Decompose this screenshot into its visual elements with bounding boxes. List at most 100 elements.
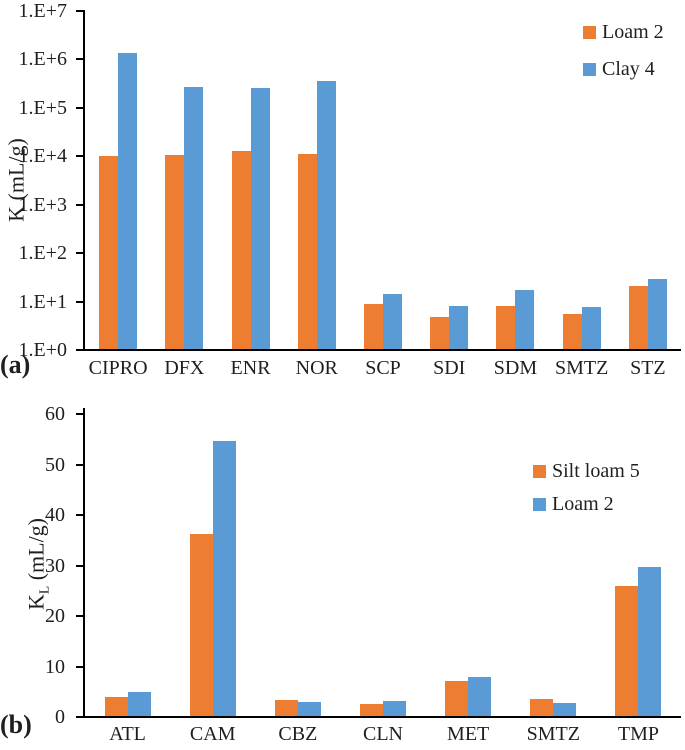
y-tick-label-a: 1.E+6 (18, 48, 68, 71)
y-tick-label-b: 20 (45, 605, 65, 627)
panel-label-b: (b) (0, 710, 32, 739)
bar-clay-4-cipro (118, 52, 138, 349)
x-category-label-cam: CAM (189, 723, 236, 745)
bar-loam-2-scp (364, 303, 383, 349)
y-tick-mark-a (76, 252, 83, 255)
y-tick-mark-b (76, 665, 83, 668)
bar-silt-loam-5-cbz (274, 700, 298, 716)
panel-label-a: (a) (0, 350, 31, 379)
legend-swatch-loam-2 (533, 497, 546, 511)
bar-loam-2-nor (297, 154, 317, 349)
legend-swatch-loam-2 (583, 25, 596, 39)
bar-loam-2-met (468, 676, 492, 716)
bar-clay-4-enr (250, 87, 270, 349)
x-category-label-met: MET (447, 723, 490, 745)
y-tick-label-a: 1.E+3 (18, 193, 68, 216)
legend-item-loam-2: Loam 2 (533, 494, 614, 514)
y-tick-mark-a (76, 106, 83, 109)
y-tick-label-b: 60 (45, 403, 65, 425)
legend-swatch-silt-loam-5 (533, 464, 546, 478)
bar-clay-4-sdi (449, 305, 469, 349)
bar-clay-4-sdm (515, 290, 535, 349)
bar-loam-2-sdi (430, 316, 450, 349)
x-category-label-stz: STZ (630, 357, 666, 379)
y-tick-label-b: 30 (45, 554, 65, 577)
legend-swatch-clay-4 (583, 62, 596, 76)
x-category-label-enr: ENR (230, 357, 271, 379)
x-category-label-atl: ATL (109, 723, 146, 745)
x-category-label-nor: NOR (295, 357, 338, 379)
bar-loam-2-dfx (165, 155, 185, 349)
bar-loam-2-cbz (297, 702, 321, 716)
bar-silt-loam-5-cln (360, 703, 383, 716)
x-category-label-cbz: CBZ (278, 723, 318, 745)
x-category-label-scp: SCP (365, 357, 401, 379)
y-tick-label-a: 1.E+2 (18, 242, 68, 265)
bar-loam-2-smtz (553, 702, 577, 716)
bar-silt-loam-5-cam (189, 534, 213, 716)
y-tick-mark-a (76, 349, 83, 351)
legend-label-loam-2: Loam 2 (552, 493, 614, 515)
bar-silt-loam-5-met (445, 680, 469, 716)
bar-silt-loam-5-tmp (615, 586, 639, 716)
y-tick-mark-b (76, 564, 83, 567)
legend-label-clay-4: Clay 4 (602, 58, 655, 80)
x-axis-line-a (83, 349, 681, 351)
y-tick-mark-a (76, 58, 83, 61)
bar-clay-4-dfx (184, 86, 204, 349)
legend-item-silt-loam-5: Silt loam 5 (533, 461, 640, 481)
y-axis-line-b (83, 408, 85, 718)
bar-silt-loam-5-smtz (530, 698, 554, 716)
y-axis-line-a (83, 10, 85, 351)
y-tick-label-a: 1.E+1 (18, 290, 68, 313)
bar-loam-2-cln (383, 700, 406, 716)
y-tick-label-a: 1.E+4 (18, 145, 68, 168)
y-tick-mark-a (76, 155, 83, 158)
bar-clay-4-scp (383, 294, 402, 349)
y-tick-label-b: 50 (45, 453, 65, 476)
y-tick-mark-a (76, 10, 83, 12)
y-tick-mark-b (76, 413, 83, 415)
bar-loam-2-stz (628, 285, 648, 349)
x-category-label-dfx: DFX (164, 357, 205, 379)
y-tick-label-b: 40 (45, 504, 65, 526)
x-category-label-cipro: CIPRO (88, 357, 148, 379)
legend-label-loam-2: Loam 2 (602, 21, 664, 43)
x-category-label-sdm: SDM (493, 357, 538, 379)
legend-item-loam-2: Loam 2 (583, 22, 664, 42)
bar-clay-4-nor (316, 81, 336, 349)
x-category-label-tmp: TMP (617, 723, 659, 745)
x-category-label-sdi: SDI (433, 357, 466, 379)
y-tick-mark-b (76, 514, 83, 516)
y-axis-label-b-sub: L (36, 585, 52, 595)
bar-silt-loam-5-atl (104, 696, 128, 716)
y-tick-label-a: 1.E+0 (18, 339, 68, 361)
bar-loam-2-atl (127, 691, 151, 716)
y-tick-mark-a (76, 300, 83, 303)
bar-clay-4-stz (647, 278, 667, 349)
bar-loam-2-cipro (99, 156, 119, 349)
legend-item-clay-4: Clay 4 (583, 59, 655, 79)
y-tick-mark-b (76, 463, 83, 466)
x-category-label-cln: CLN (363, 723, 403, 745)
y-tick-mark-b (76, 615, 83, 617)
bar-clay-4-smtz (581, 306, 601, 349)
bar-loam-2-smtz (562, 313, 582, 349)
y-tick-label-a: 1.E+7 (18, 0, 68, 22)
y-tick-mark-b (76, 716, 83, 718)
x-category-label-smtz: SMTZ (554, 357, 609, 379)
y-tick-label-b: 10 (45, 655, 65, 678)
x-axis-line-b (83, 716, 681, 718)
bar-loam-2-sdm (496, 305, 516, 349)
y-tick-label-a: 1.E+5 (18, 96, 68, 119)
x-category-label-smtz: SMTZ (526, 723, 580, 745)
legend-label-silt-loam-5: Silt loam 5 (552, 460, 640, 482)
bar-loam-2-cam (212, 440, 236, 716)
bar-loam-2-enr (231, 150, 251, 349)
y-tick-mark-a (76, 203, 83, 206)
bar-loam-2-tmp (638, 567, 662, 716)
y-tick-label-b: 0 (55, 706, 65, 728)
